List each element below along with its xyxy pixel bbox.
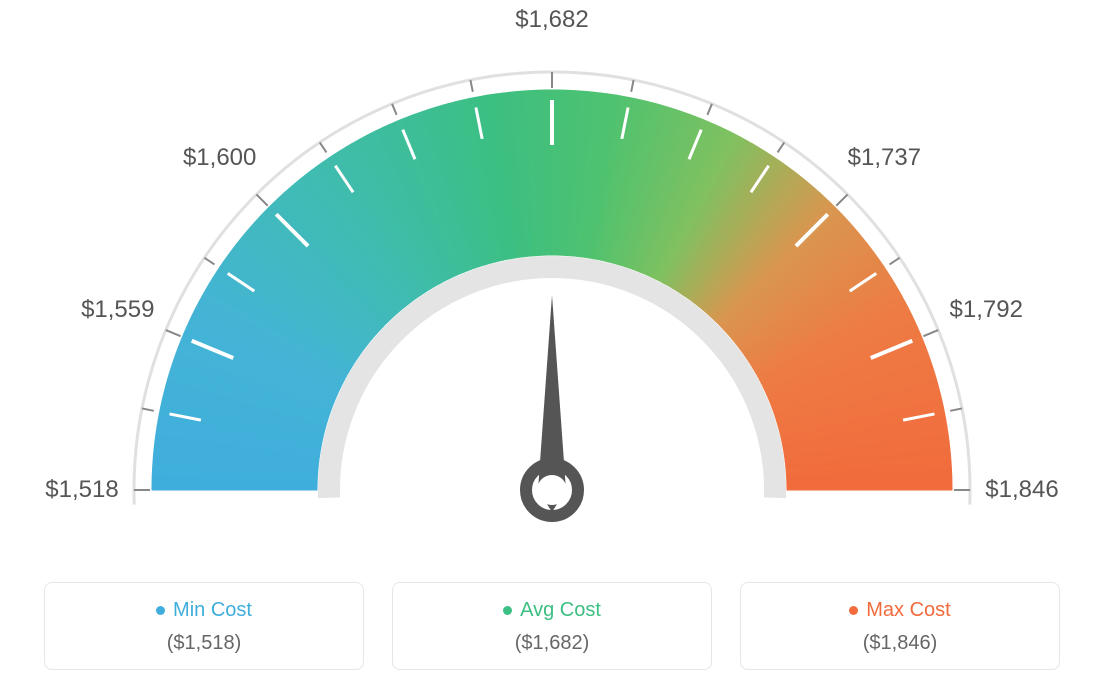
legend-value-min: ($1,518) [55,632,353,655]
gauge-svg [0,0,1104,560]
gauge-tick-label: $1,559 [81,296,154,324]
legend-title-label: Min Cost [173,599,252,622]
gauge-chart-container: $1,518 $1,559 $1,600 $1,682 $1,737 $1,792 $1,8… [0,0,1104,690]
dot-icon [503,606,512,615]
gauge-tick-label: $1,518 [45,476,118,504]
gauge-tick-label: $1,600 [183,144,256,172]
legend-title-max: Max Cost [849,599,950,622]
legend-value-avg: ($1,682) [403,632,701,655]
legend-value-max: ($1,846) [751,632,1049,655]
legend-title-min: Min Cost [156,599,252,622]
legend-title-label: Avg Cost [520,599,601,622]
gauge-area: $1,518 $1,559 $1,600 $1,682 $1,737 $1,792 $1,8… [0,0,1104,560]
dot-icon [849,606,858,615]
gauge-tick-label: $1,846 [985,476,1058,504]
legend-title-avg: Avg Cost [503,599,601,622]
gauge-tick-label: $1,737 [848,144,921,172]
legend-card-avg: Avg Cost ($1,682) [392,582,712,670]
legend-row: Min Cost ($1,518) Avg Cost ($1,682) Max … [0,582,1104,670]
legend-card-min: Min Cost ($1,518) [44,582,364,670]
gauge-tick-label: $1,682 [515,6,588,34]
legend-title-label: Max Cost [866,599,950,622]
dot-icon [156,606,165,615]
legend-card-max: Max Cost ($1,846) [740,582,1060,670]
gauge-tick-label: $1,792 [950,296,1023,324]
